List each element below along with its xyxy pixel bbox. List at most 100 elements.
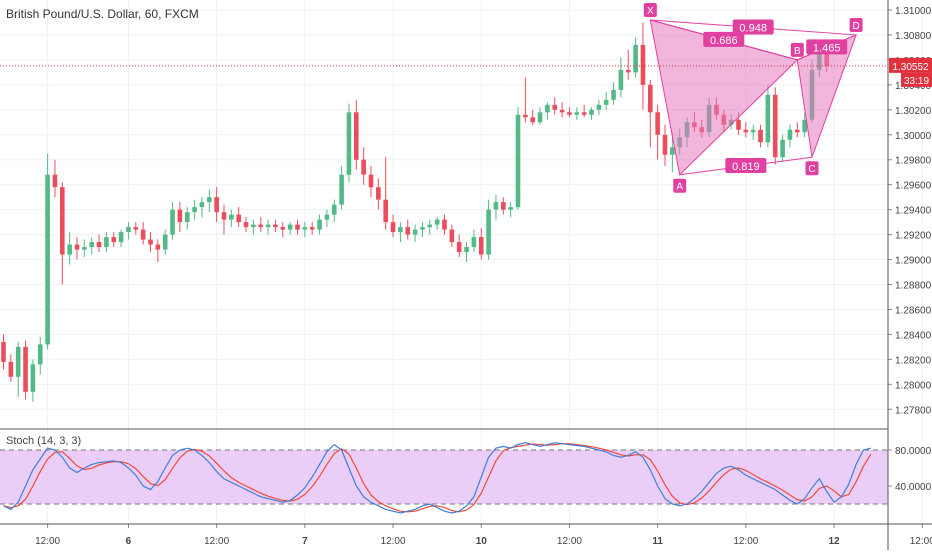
last-price-label: 1.30552 xyxy=(892,62,929,73)
candle-body xyxy=(603,99,609,105)
time-tick-label: 12:00 xyxy=(204,536,229,547)
candle-body xyxy=(82,247,87,250)
candle-body xyxy=(67,244,72,255)
time-tick-label: 11 xyxy=(652,536,663,547)
pattern-ratio-label: 0.948 xyxy=(739,22,767,34)
pattern-point-label: A xyxy=(676,182,683,193)
candle-body xyxy=(361,159,366,175)
stochastic-pane xyxy=(0,442,888,514)
stochastic-d-line xyxy=(3,443,872,513)
candle-body xyxy=(383,199,388,223)
candle-body xyxy=(118,232,124,243)
price-tick-label: 1.30000 xyxy=(895,131,932,142)
candle-body xyxy=(486,209,491,255)
candle-body xyxy=(324,214,330,220)
stochastic-k-line xyxy=(3,442,871,514)
price-tick-label: 1.27800 xyxy=(895,405,932,416)
candle-body xyxy=(581,112,587,115)
candle-body xyxy=(464,247,469,253)
candle-body xyxy=(574,112,580,115)
candle-body xyxy=(456,242,462,253)
pattern-point-label: C xyxy=(808,164,815,175)
candle-body xyxy=(243,222,249,228)
symbol-label: British Pound/U.S. Dollar, 60, FXCM xyxy=(6,7,199,21)
candle-body xyxy=(427,224,433,228)
candle-body xyxy=(133,227,139,230)
last-price-badge xyxy=(889,57,932,73)
candle-body xyxy=(273,224,278,228)
candle-body xyxy=(648,84,653,113)
candle-body xyxy=(802,119,807,133)
candle-body xyxy=(302,227,308,230)
candle-body xyxy=(662,134,668,155)
candle-body xyxy=(111,237,117,243)
candle-body xyxy=(89,242,94,248)
price-tick-label: 1.29000 xyxy=(895,256,932,267)
candle-body xyxy=(545,104,550,113)
candle-body xyxy=(295,224,300,230)
candle-body xyxy=(229,214,234,220)
candle-body xyxy=(772,94,778,158)
time-tick-label: 6 xyxy=(126,536,132,547)
pattern-ratio-badge xyxy=(732,19,774,35)
time-tick-label: 12:00 xyxy=(733,536,758,547)
candle-body xyxy=(390,222,396,233)
candle-body xyxy=(552,104,558,110)
candle-body xyxy=(523,114,528,118)
price-tick-label: 1.31000 xyxy=(895,6,932,17)
candle-body xyxy=(618,69,624,90)
candle-body xyxy=(52,174,58,188)
candle-body xyxy=(420,227,425,230)
candle-body xyxy=(258,224,264,228)
candle-body xyxy=(611,89,616,100)
candle-body xyxy=(1,341,6,362)
candle-body xyxy=(309,227,315,230)
candle-body xyxy=(398,227,403,233)
pattern-ratio-label: 0.819 xyxy=(732,161,760,173)
price-tick-label: 1.28000 xyxy=(895,380,932,391)
stochastic-tick-label: 80.0000 xyxy=(895,446,932,457)
candle-body xyxy=(74,244,80,250)
candle-body xyxy=(192,207,197,213)
pattern-ratio-badge xyxy=(806,39,848,55)
candle-body xyxy=(317,219,322,230)
countdown-label: 33:19 xyxy=(904,76,929,87)
time-tick-label: 10 xyxy=(476,536,488,547)
candle-body xyxy=(221,212,227,220)
candle-body xyxy=(596,104,602,110)
price-tick-label: 1.28800 xyxy=(895,281,932,292)
candle-body xyxy=(45,174,50,345)
candle-body xyxy=(126,227,131,233)
candle-body xyxy=(501,202,506,210)
pattern-ratio-badge xyxy=(703,31,745,47)
candle-body xyxy=(537,112,543,123)
pattern-ratio-badge xyxy=(725,157,767,173)
candle-body xyxy=(434,219,440,225)
price-tick-label: 1.30200 xyxy=(895,106,932,117)
price-tick-label: 1.29600 xyxy=(895,181,932,192)
candle-body xyxy=(8,361,14,377)
candle-body xyxy=(758,129,763,143)
candle-body xyxy=(493,202,499,210)
candle-body xyxy=(339,174,344,205)
price-tick-label: 1.28200 xyxy=(895,355,932,366)
candle-body xyxy=(331,204,337,215)
candle-body xyxy=(530,117,535,123)
candle-body xyxy=(251,224,256,228)
candle-body xyxy=(280,227,286,230)
candle-body xyxy=(412,229,418,235)
candle-body xyxy=(478,237,484,255)
candle-body xyxy=(670,147,675,155)
pattern-point-badge xyxy=(643,2,657,17)
time-tick-label: 12:00 xyxy=(557,536,582,547)
stochastic-label: Stoch (14, 3, 3) xyxy=(6,435,81,447)
pattern-point-badge xyxy=(849,17,863,32)
candle-body xyxy=(23,346,28,392)
pattern-ratio-label: 1.465 xyxy=(813,42,841,54)
stochastic-tick-label: 40.0000 xyxy=(895,482,932,493)
candle-body xyxy=(442,219,447,230)
pattern-point-label: B xyxy=(794,46,801,57)
